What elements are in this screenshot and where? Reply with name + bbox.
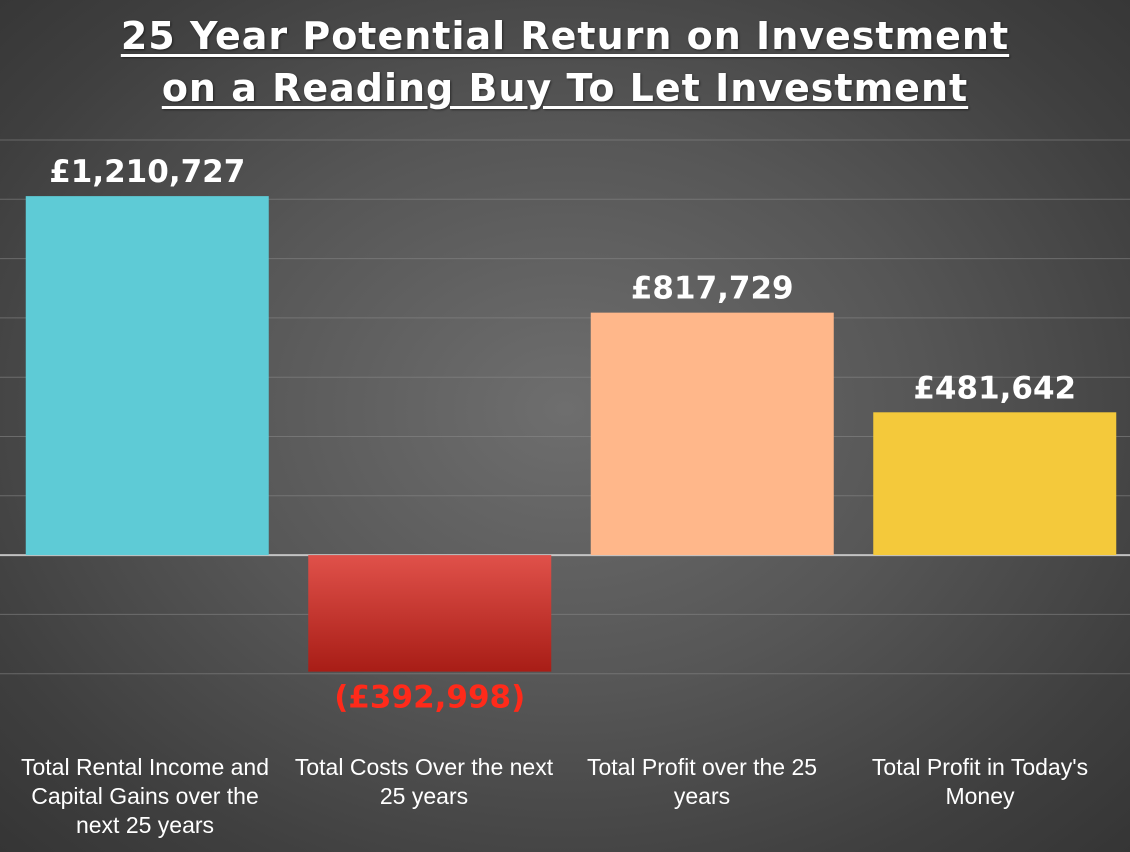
bars — [25, 196, 1117, 672]
chart-title-line-2: on a Reading Buy To Let Investment — [161, 66, 969, 110]
category-label-rental-income: Total Rental Income and Capital Gains ov… — [20, 754, 270, 838]
data-label-total-profit: £817,729 — [631, 271, 794, 307]
chart-title: 25 Year Potential Return on Investment o… — [0, 10, 1130, 114]
data-label-profit-todays-money: £481,642 — [913, 370, 1076, 406]
bar-rental-income — [25, 196, 269, 556]
chart-title-line-1: 25 Year Potential Return on Investment — [120, 14, 1010, 58]
bar-total-costs — [308, 555, 552, 672]
bar-profit-todays-money — [873, 412, 1117, 556]
data-label-total-costs: (£392,998) — [334, 680, 525, 716]
category-label-total-costs: Total Costs Over the next 25 years — [294, 754, 554, 809]
bar-total-profit — [590, 312, 834, 556]
category-label-total-profit: Total Profit over the 25 years — [586, 754, 818, 809]
data-label-rental-income: £1,210,727 — [49, 154, 245, 190]
category-label-profit-todays-money: Total Profit in Today's Money — [871, 754, 1089, 809]
data-labels: £1,210,727 (£392,998) £817,729 £481,642 — [49, 154, 1076, 716]
